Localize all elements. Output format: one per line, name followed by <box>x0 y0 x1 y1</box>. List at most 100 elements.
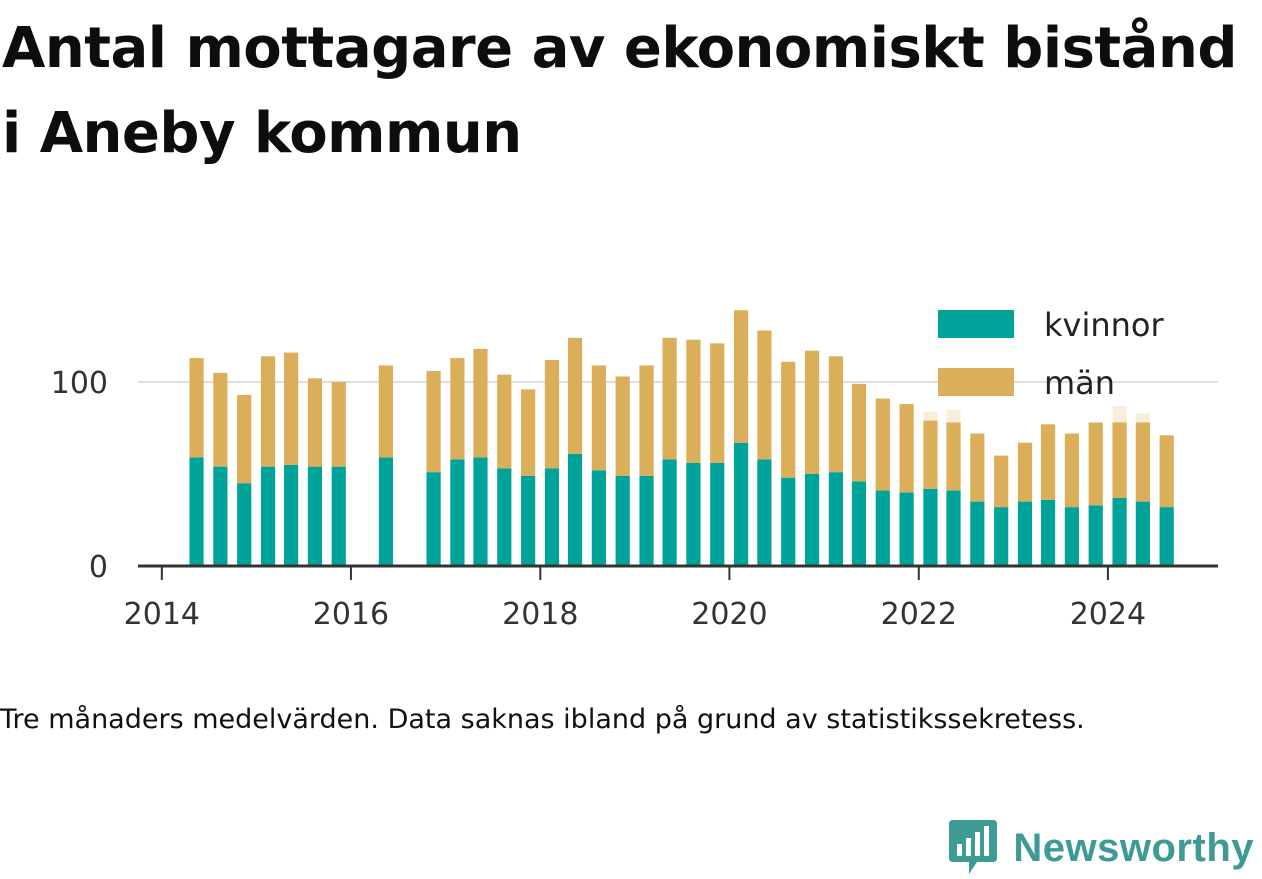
bar-man <box>284 352 299 465</box>
bar-kvinnor <box>804 474 820 566</box>
bar-kvinnor <box>473 457 488 566</box>
bar-man <box>450 358 465 460</box>
bar-kvinnor <box>237 483 252 566</box>
bar-kvinnor <box>260 466 276 566</box>
bar-kvinnor <box>946 490 961 566</box>
bar-kvinnor <box>544 468 560 566</box>
bar-kvinnor <box>994 507 1009 566</box>
bar-kvinnor <box>970 501 985 566</box>
bar-kvinnor <box>781 477 796 566</box>
bar-kvinnor <box>567 453 583 566</box>
legend-label: kvinnor <box>1044 306 1165 344</box>
bar-man <box>639 365 654 476</box>
bar-kvinnor <box>378 457 394 566</box>
bar-man <box>804 350 820 474</box>
bar-man <box>828 356 843 473</box>
bar-man <box>1040 424 1056 500</box>
bar-man <box>567 337 583 454</box>
bar-man <box>994 455 1009 508</box>
bar-kvinnor <box>1017 501 1033 566</box>
bar-kvinnor <box>1064 507 1079 566</box>
x-tick-label: 2020 <box>691 597 767 632</box>
bar-kvinnor <box>1112 497 1127 566</box>
bar-man <box>307 378 323 467</box>
bar-man <box>1112 422 1127 498</box>
bar-kvinnor <box>1159 507 1174 566</box>
bar-kvinnor <box>828 472 843 566</box>
bar-man <box>1064 433 1079 508</box>
legend-swatch <box>938 310 1014 338</box>
bar-man <box>1135 422 1150 502</box>
bar-kvinnor <box>213 466 228 566</box>
bars <box>189 310 1174 566</box>
bar-man <box>662 337 677 460</box>
bar-man <box>1159 435 1174 508</box>
bar-man <box>686 339 701 463</box>
bar-kvinnor <box>331 466 346 566</box>
bar-man <box>378 365 394 458</box>
y-tick-label: 0 <box>89 550 108 585</box>
bar-kvinnor <box>639 475 654 566</box>
bar-kvinnor <box>710 462 725 566</box>
bar-kvinnor <box>686 462 701 566</box>
brand-name: Newsworthy <box>1013 825 1254 870</box>
bar-man <box>733 310 749 443</box>
bar-kvinnor <box>875 490 890 566</box>
y-tick-label: 100 <box>51 366 108 401</box>
bar-kvinnor <box>1088 505 1103 566</box>
bar-man <box>615 376 630 476</box>
brand-logo: Newsworthy <box>947 818 1254 878</box>
x-tick-label: 2016 <box>313 597 389 632</box>
bar-kvinnor <box>851 481 867 566</box>
legend: kvinnor män <box>938 306 1165 402</box>
bar-man <box>781 361 796 478</box>
axes: 0 100 2014 2016 2018 2020 2022 2024 <box>51 366 1218 632</box>
bar-kvinnor <box>189 457 204 566</box>
x-tick-label: 2014 <box>124 597 200 632</box>
bar-kvinnor <box>1040 499 1056 566</box>
bar-man <box>260 356 276 467</box>
bar-kvinnor <box>284 464 299 566</box>
bar-man <box>899 404 914 493</box>
bar-kvinnor <box>1135 501 1150 566</box>
bar-kvinnor <box>757 459 772 566</box>
chart-caption: Tre månaders medelvärden. Data saknas ib… <box>0 704 1085 735</box>
legend-swatch <box>938 368 1014 396</box>
bar-kvinnor <box>733 442 749 566</box>
bar-man <box>1017 442 1033 502</box>
bar-man <box>213 372 228 467</box>
x-tick-label: 2018 <box>502 597 578 632</box>
bar-man <box>426 370 441 473</box>
bar-kvinnor <box>450 459 465 566</box>
bar-man <box>757 330 772 460</box>
bar-man <box>544 359 560 469</box>
bar-man <box>946 422 961 491</box>
bar-man <box>875 398 890 491</box>
bar-man <box>710 343 725 463</box>
bar-man <box>923 420 938 489</box>
bar-kvinnor <box>497 468 512 566</box>
bar-man <box>497 374 512 469</box>
legend-label: män <box>1044 364 1115 402</box>
bar-kvinnor <box>662 459 677 566</box>
bar-kvinnor <box>521 475 536 566</box>
bar-man <box>237 394 252 484</box>
bar-kvinnor <box>899 492 914 566</box>
bar-man <box>851 383 867 482</box>
bar-man <box>591 365 606 471</box>
bar-man <box>331 382 346 467</box>
bar-kvinnor <box>591 470 606 566</box>
bar-kvinnor <box>307 466 323 566</box>
bar-kvinnor <box>426 472 441 566</box>
bar-kvinnor <box>923 488 938 566</box>
bar-man <box>189 358 204 458</box>
bar-man <box>521 389 536 476</box>
newsworthy-chart-bubble-icon <box>949 820 998 874</box>
x-tick-label: 2024 <box>1070 597 1146 632</box>
stacked-bar-chart: 0 100 2014 2016 2018 2020 2022 2024 kvinnor män <box>51 306 1218 632</box>
bar-kvinnor <box>615 475 630 566</box>
chart-title: Antal mottagare av ekonomiskt bistånd i … <box>2 16 1237 166</box>
bar-man <box>1088 422 1103 506</box>
bar-man <box>473 348 488 458</box>
x-tick-label: 2022 <box>881 597 957 632</box>
